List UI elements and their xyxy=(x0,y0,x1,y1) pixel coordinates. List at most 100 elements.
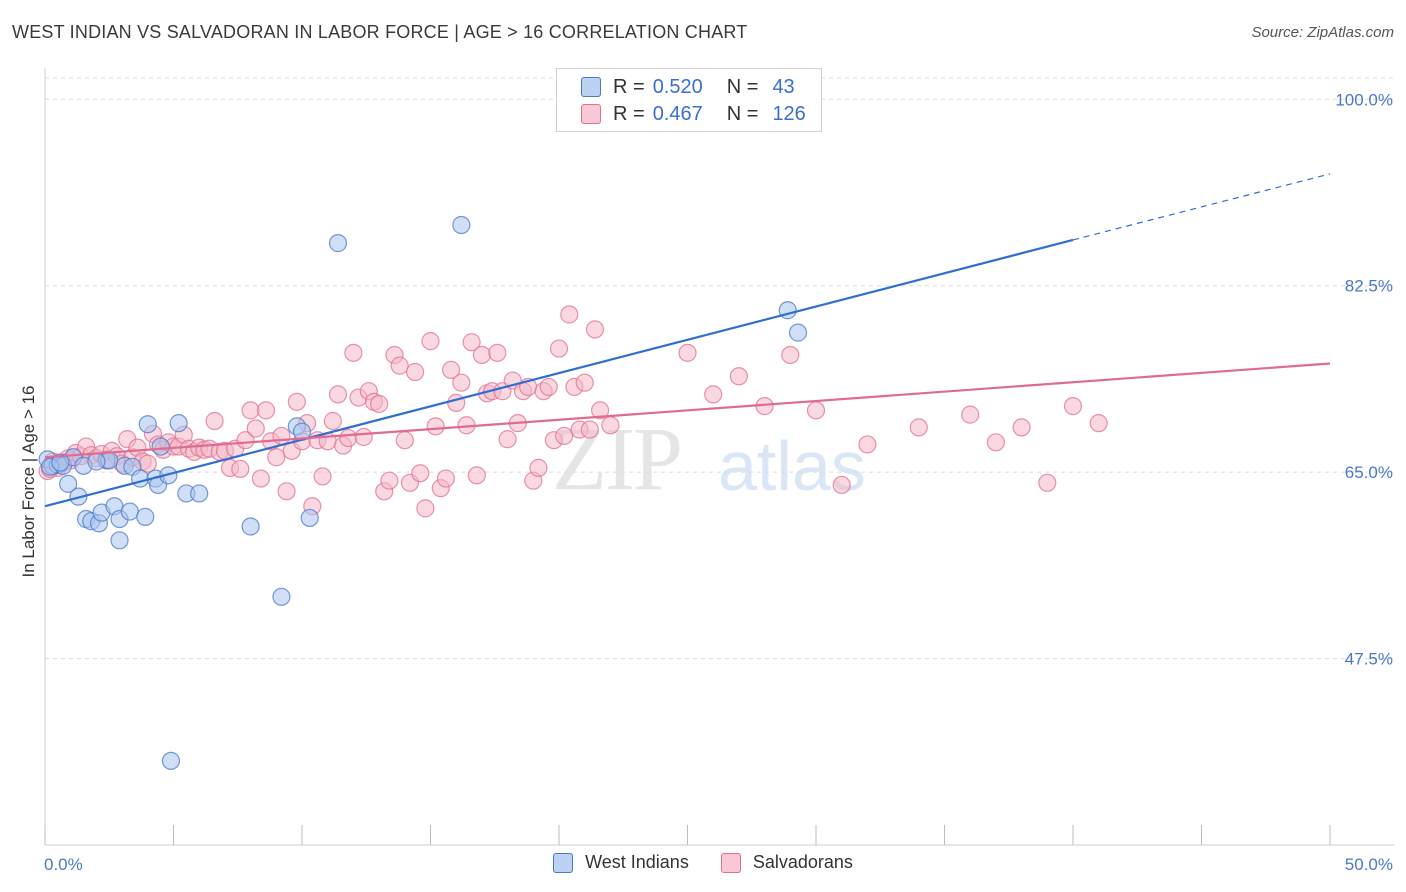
salvadorans-point xyxy=(729,367,749,386)
west-indians-point xyxy=(300,508,319,528)
salvadorans-point xyxy=(267,448,286,467)
salvadorans-point xyxy=(241,401,260,420)
salvadorans-point xyxy=(678,343,697,362)
salvadorans-point xyxy=(580,420,599,439)
west-indians-trend-line xyxy=(44,238,1074,508)
legend-label-salvadorans: Salvadorans xyxy=(752,852,853,872)
west-indians-point xyxy=(120,502,139,521)
chart-title: WEST INDIAN VS SALVADORAN IN LABOR FORCE… xyxy=(12,22,748,42)
legend-label-west-indians: West Indians xyxy=(585,852,689,872)
salvadorans-point xyxy=(909,418,928,437)
salvadorans-point xyxy=(601,416,620,435)
salvadorans-point xyxy=(986,433,1006,452)
x-tick-label: 50.0% xyxy=(1345,855,1393,874)
west-indians-point xyxy=(136,507,155,526)
west-indians-point xyxy=(151,437,170,456)
series-legend: West Indians Salvadorans xyxy=(0,852,1406,873)
west-indians-point xyxy=(130,469,150,488)
trend-lines xyxy=(44,173,1331,508)
grid-lines xyxy=(45,77,1395,660)
salvadorans-point xyxy=(277,482,296,501)
legend-r-value: 0.467 xyxy=(652,102,703,125)
y-tick-label: 65.0% xyxy=(1345,463,1393,482)
legend-r-label: R = xyxy=(613,75,645,98)
salvadorans-point xyxy=(539,377,558,397)
salvadorans-trend-line xyxy=(44,362,1331,459)
legend-row-salvadorans: R = 0.467 N = 126 xyxy=(581,102,806,126)
salvadorans-point xyxy=(549,339,569,358)
legend-n-label: N = xyxy=(726,75,759,98)
salvadorans-point xyxy=(313,467,332,486)
west-indians-point xyxy=(169,414,188,433)
tick-labels: 47.5% 65.0% 82.5% 100.0% 0.0% 50.0% In Labor F… xyxy=(19,90,1393,874)
y-tick-label: 100.0% xyxy=(1335,90,1393,109)
salvadorans-point xyxy=(287,392,306,411)
west-indians-point xyxy=(59,474,78,493)
salvadorans-point xyxy=(781,345,800,365)
salvadorans-point xyxy=(1063,397,1083,416)
salvadorans-point xyxy=(436,469,456,488)
salvadorans-point xyxy=(231,459,250,479)
salvadorans-point xyxy=(370,394,389,414)
west-indians-point xyxy=(272,587,291,606)
salvadorans-point xyxy=(488,343,507,362)
west-indians-trend-extension xyxy=(1072,173,1331,241)
salvadorans-point xyxy=(251,469,270,488)
west-indians-point xyxy=(87,452,106,471)
legend-item-west-indians[interactable]: West Indians xyxy=(553,852,689,873)
salvadorans-point xyxy=(806,401,826,420)
y-axis-label: In Labor Force | Age > 16 xyxy=(19,385,38,577)
salvadorans-point xyxy=(447,393,466,413)
legend-swatch-pink xyxy=(581,104,601,124)
west-indians-point xyxy=(161,751,181,770)
salvadorans-point xyxy=(1089,414,1108,433)
salvadorans-point xyxy=(832,475,851,495)
salvadorans-point xyxy=(323,411,342,431)
legend-swatch-blue xyxy=(553,852,574,873)
x-tick-label: 0.0% xyxy=(44,855,83,874)
salvadorans-point xyxy=(205,411,224,431)
salvadorans-point xyxy=(1038,473,1057,492)
salvadorans-point xyxy=(704,385,723,404)
legend-n-value: 126 xyxy=(772,102,806,125)
legend-n-value: 43 xyxy=(772,75,795,98)
legend-r-value: 0.520 xyxy=(652,75,703,98)
salvadorans-point xyxy=(328,385,348,404)
data-points xyxy=(38,215,1108,770)
west-indians-point xyxy=(51,453,70,472)
y-tick-label: 82.5% xyxy=(1345,277,1393,296)
west-indians-point xyxy=(190,484,209,503)
legend-n-label: N = xyxy=(726,102,759,125)
legend-swatch-blue xyxy=(581,77,601,97)
salvadorans-point xyxy=(462,333,481,352)
west-indians-point xyxy=(452,215,471,235)
salvadorans-point xyxy=(246,419,265,438)
salvadorans-point xyxy=(344,343,363,362)
salvadorans-point xyxy=(390,356,409,375)
salvadorans-point xyxy=(1012,418,1031,437)
salvadorans-point xyxy=(339,428,358,448)
legend-item-salvadorans[interactable]: Salvadorans xyxy=(720,852,853,873)
salvadorans-point xyxy=(411,464,430,483)
salvadorans-point xyxy=(256,401,276,420)
salvadorans-point xyxy=(380,471,399,490)
salvadorans-point xyxy=(395,431,414,450)
salvadorans-point xyxy=(961,405,980,424)
salvadorans-point xyxy=(405,362,425,382)
salvadorans-point xyxy=(236,431,255,450)
salvadorans-point xyxy=(560,305,579,324)
salvadorans-point xyxy=(426,417,445,436)
salvadorans-point xyxy=(575,373,594,392)
west-indians-point xyxy=(328,234,348,253)
west-indians-point xyxy=(138,415,157,434)
salvadorans-point xyxy=(467,466,486,485)
salvadorans-point xyxy=(591,401,610,420)
salvadorans-point xyxy=(498,430,517,449)
west-indians-point xyxy=(110,531,129,550)
y-tick-label: 47.5% xyxy=(1345,650,1393,669)
legend-row-west-indians: R = 0.520 N = 43 xyxy=(581,75,795,99)
salvadorans-point xyxy=(472,345,491,365)
salvadorans-point xyxy=(138,454,157,473)
west-indians-point xyxy=(241,517,260,536)
